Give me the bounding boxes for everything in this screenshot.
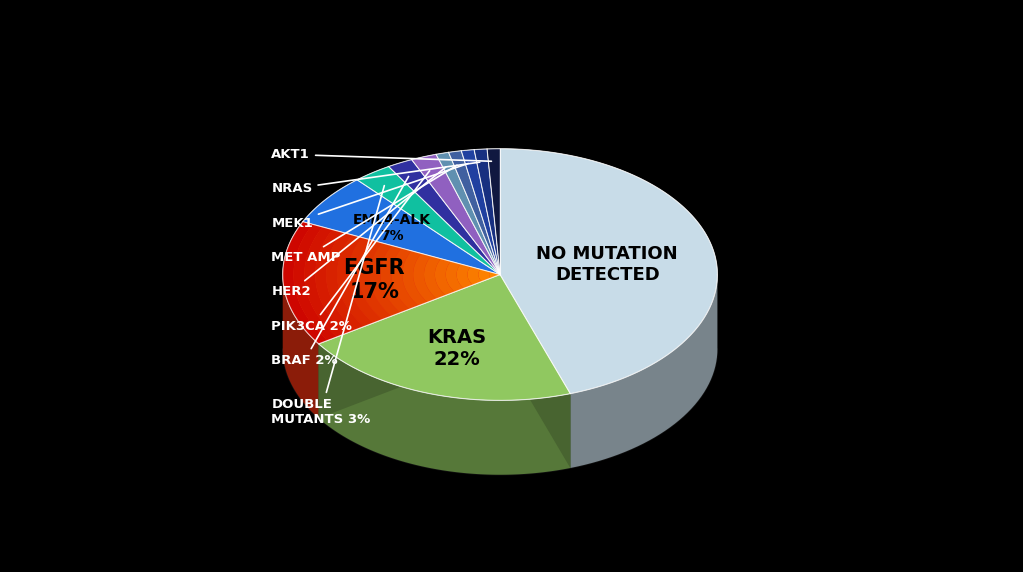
Polygon shape [500,275,570,468]
Text: AKT1: AKT1 [271,148,491,161]
Polygon shape [392,248,418,309]
Polygon shape [435,259,454,295]
Polygon shape [389,160,500,275]
Polygon shape [436,152,500,275]
Polygon shape [413,253,437,302]
Polygon shape [305,227,346,337]
Text: DOUBLE
MUTANTS 3%: DOUBLE MUTANTS 3% [271,185,385,426]
Text: NO MUTATION
DETECTED: NO MUTATION DETECTED [536,245,678,284]
Polygon shape [446,261,463,292]
Polygon shape [461,150,500,275]
Polygon shape [357,166,500,275]
Polygon shape [326,232,364,330]
Polygon shape [294,224,337,340]
Text: MET AMP: MET AMP [271,165,457,264]
Text: PIK3CA 2%: PIK3CA 2% [271,170,430,332]
Polygon shape [500,149,717,394]
Polygon shape [411,154,500,275]
Polygon shape [474,149,500,275]
Polygon shape [282,222,500,344]
Polygon shape [337,235,373,327]
Polygon shape [318,275,500,418]
Polygon shape [489,272,500,278]
Polygon shape [448,151,500,275]
Text: NRAS: NRAS [271,162,480,195]
Polygon shape [303,180,500,275]
Polygon shape [487,149,500,275]
Polygon shape [479,269,491,281]
Text: HER2: HER2 [271,167,446,298]
Polygon shape [402,251,428,306]
Polygon shape [468,267,482,285]
Polygon shape [570,274,717,468]
Polygon shape [424,256,446,299]
Polygon shape [348,237,383,323]
Polygon shape [318,275,570,400]
Polygon shape [315,229,355,333]
Polygon shape [282,273,318,418]
Polygon shape [282,349,717,475]
Text: BRAF 2%: BRAF 2% [271,176,408,367]
Polygon shape [318,344,570,475]
Text: MEK1: MEK1 [271,164,469,229]
Polygon shape [282,222,327,344]
Polygon shape [318,275,500,418]
Text: EML4-ALK
7%: EML4-ALK 7% [353,213,432,243]
Polygon shape [500,275,570,468]
Polygon shape [359,240,391,320]
Text: EGFR
17%: EGFR 17% [344,259,405,301]
Polygon shape [381,245,409,313]
Text: KRAS
22%: KRAS 22% [427,328,486,369]
Polygon shape [369,243,400,316]
Polygon shape [456,264,473,288]
